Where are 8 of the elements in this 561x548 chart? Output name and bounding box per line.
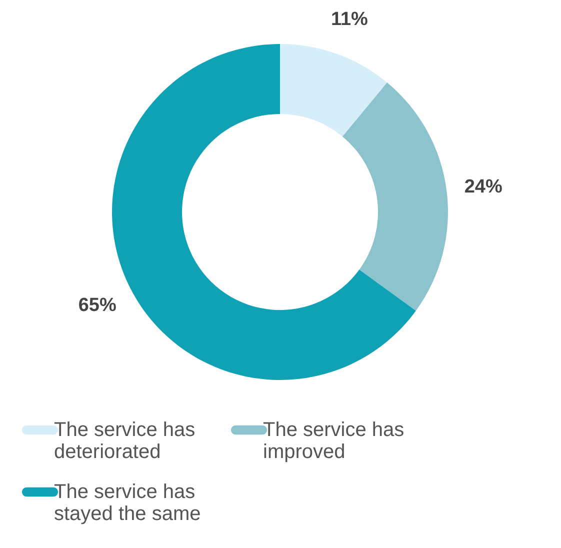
data-label: 24%	[464, 176, 502, 198]
data-label: 65%	[78, 295, 116, 316]
legend-label: The service has deteriorated	[54, 419, 196, 463]
legend-label: The service has improved	[263, 419, 404, 463]
donut-slice	[280, 44, 388, 136]
data-label: 11%	[330, 9, 368, 30]
donut-slice	[342, 82, 448, 311]
legend-label: The service has stayed the same	[54, 481, 201, 525]
